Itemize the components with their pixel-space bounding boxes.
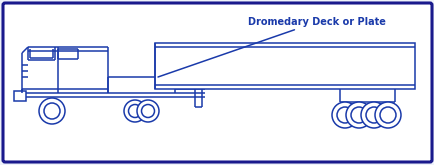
Circle shape (124, 100, 146, 122)
Circle shape (374, 102, 400, 128)
Bar (14, 91, 26, 101)
Circle shape (379, 107, 395, 123)
Circle shape (336, 107, 352, 123)
FancyBboxPatch shape (3, 3, 431, 162)
Circle shape (128, 104, 141, 117)
Circle shape (137, 100, 159, 122)
Circle shape (141, 104, 154, 117)
Circle shape (44, 103, 60, 119)
Circle shape (345, 102, 371, 128)
Bar (155, 43, 414, 89)
Circle shape (331, 102, 357, 128)
Circle shape (365, 107, 381, 123)
Circle shape (350, 107, 366, 123)
Text: Dromedary Deck or Plate: Dromedary Deck or Plate (158, 17, 385, 77)
Circle shape (39, 98, 65, 124)
Circle shape (360, 102, 386, 128)
